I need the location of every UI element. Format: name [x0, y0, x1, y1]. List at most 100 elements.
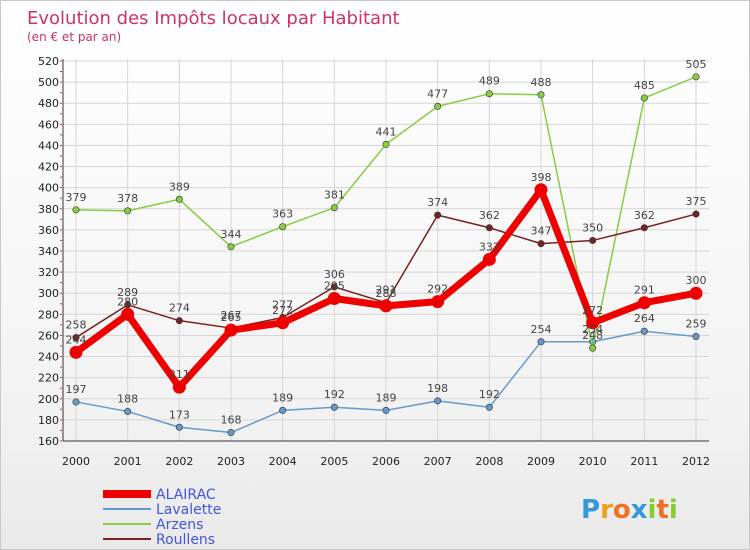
- legend-label-roullens: Roullens: [156, 532, 215, 548]
- x-tick-label: 2012: [682, 455, 710, 468]
- data-label-roullens: 350: [582, 221, 603, 234]
- x-tick-label: 2011: [630, 455, 658, 468]
- data-label-alairac: 300: [686, 274, 707, 287]
- y-tick-label: 220: [38, 372, 59, 385]
- data-point-arzens: [537, 91, 545, 99]
- data-label-alairac: 244: [66, 333, 87, 346]
- y-tick-label: 360: [38, 224, 59, 237]
- data-point-lavalette: [72, 398, 80, 406]
- x-tick-label: 2009: [527, 455, 555, 468]
- data-point-lavalette: [537, 338, 545, 346]
- data-point-alairac: [482, 252, 496, 266]
- y-tick-label: 200: [38, 393, 59, 406]
- data-label-alairac: 291: [634, 284, 655, 297]
- data-label-roullens: 375: [686, 195, 707, 208]
- data-point-arzens: [227, 243, 235, 251]
- data-point-alairac: [224, 323, 238, 337]
- y-tick-label: 380: [38, 203, 59, 216]
- data-point-roullens: [175, 317, 183, 325]
- logo-letter: i: [669, 495, 678, 525]
- legend-label-lavalette: Lavalette: [156, 502, 221, 518]
- x-tick-label: 2002: [165, 455, 193, 468]
- y-tick-label: 180: [38, 414, 59, 427]
- y-tick-label: 400: [38, 182, 59, 195]
- data-point-arzens: [279, 223, 287, 231]
- data-label-arzens: 379: [66, 191, 87, 204]
- data-label-arzens: 505: [686, 58, 707, 71]
- data-point-arzens: [692, 73, 700, 81]
- x-tick-label: 2000: [62, 455, 90, 468]
- data-point-alairac: [637, 296, 651, 310]
- data-label-arzens: 477: [427, 87, 448, 100]
- data-point-alairac: [327, 292, 341, 305]
- data-label-alairac: 211: [169, 368, 190, 381]
- data-point-alairac: [69, 345, 83, 359]
- data-label-arzens: 389: [169, 180, 190, 193]
- data-label-lavalette: 192: [324, 388, 345, 401]
- data-label-roullens: 289: [117, 286, 138, 299]
- data-point-roullens: [485, 224, 493, 232]
- data-point-lavalette: [485, 403, 493, 411]
- data-point-lavalette: [124, 407, 132, 415]
- data-label-arzens: 488: [531, 76, 552, 89]
- data-label-arzens: 248: [582, 329, 603, 342]
- data-label-lavalette: 197: [66, 383, 87, 396]
- data-label-alairac: 288: [376, 287, 397, 300]
- data-label-lavalette: 264: [634, 312, 655, 325]
- y-tick-label: 440: [38, 139, 59, 152]
- data-label-alairac: 332: [479, 240, 500, 253]
- data-point-lavalette: [434, 397, 442, 405]
- chart-title: Evolution des Impôts locaux par Habitant: [27, 8, 400, 29]
- data-point-lavalette: [175, 423, 183, 431]
- data-label-alairac: 280: [117, 295, 138, 308]
- data-point-alairac: [172, 380, 186, 394]
- data-label-lavalette: 189: [272, 391, 293, 404]
- y-tick-label: 240: [38, 351, 59, 364]
- data-point-alairac: [379, 299, 393, 313]
- logo-letter: x: [631, 495, 648, 525]
- logo-letter: r: [600, 495, 613, 525]
- data-point-lavalette: [640, 327, 648, 335]
- data-label-lavalette: 189: [376, 391, 397, 404]
- data-point-alairac: [689, 286, 703, 300]
- data-label-arzens: 489: [479, 75, 500, 88]
- data-point-alairac: [534, 183, 548, 197]
- data-point-roullens: [692, 210, 700, 218]
- x-tick-label: 2008: [475, 455, 503, 468]
- data-label-alairac: 292: [427, 283, 448, 296]
- data-label-roullens: 258: [66, 319, 87, 332]
- logo-letter: o: [613, 495, 631, 525]
- data-point-arzens: [175, 195, 183, 203]
- data-label-lavalette: 254: [582, 323, 603, 336]
- data-label-roullens: 306: [324, 268, 345, 281]
- data-point-alairac: [586, 316, 600, 330]
- data-label-arzens: 441: [376, 125, 397, 138]
- data-point-alairac: [276, 316, 290, 330]
- data-point-roullens: [330, 283, 338, 291]
- data-label-alairac: 265: [221, 311, 242, 324]
- data-point-lavalette: [692, 332, 700, 340]
- data-point-lavalette: [330, 403, 338, 411]
- x-tick-label: 2007: [424, 455, 452, 468]
- data-label-arzens: 378: [117, 192, 138, 205]
- data-point-roullens: [589, 236, 597, 244]
- x-tick-label: 2005: [320, 455, 348, 468]
- legend-label-arzens: Arzens: [156, 517, 203, 533]
- x-tick-label: 2010: [579, 455, 607, 468]
- y-tick-label: 460: [38, 118, 59, 131]
- chart-subtitle: (en € et par an): [27, 30, 121, 44]
- data-point-alairac: [431, 295, 445, 309]
- data-label-lavalette: 188: [117, 392, 138, 405]
- data-point-arzens: [72, 206, 80, 214]
- data-point-arzens: [640, 94, 648, 102]
- data-point-arzens: [434, 102, 442, 110]
- data-label-alairac: 272: [272, 304, 293, 317]
- data-label-arzens: 485: [634, 79, 655, 92]
- logo-letter: i: [648, 495, 657, 525]
- data-point-roullens: [537, 240, 545, 248]
- y-tick-label: 480: [38, 97, 59, 110]
- y-tick-label: 500: [38, 76, 59, 89]
- data-label-roullens: 291: [376, 284, 397, 297]
- logo-letter: P: [581, 495, 600, 525]
